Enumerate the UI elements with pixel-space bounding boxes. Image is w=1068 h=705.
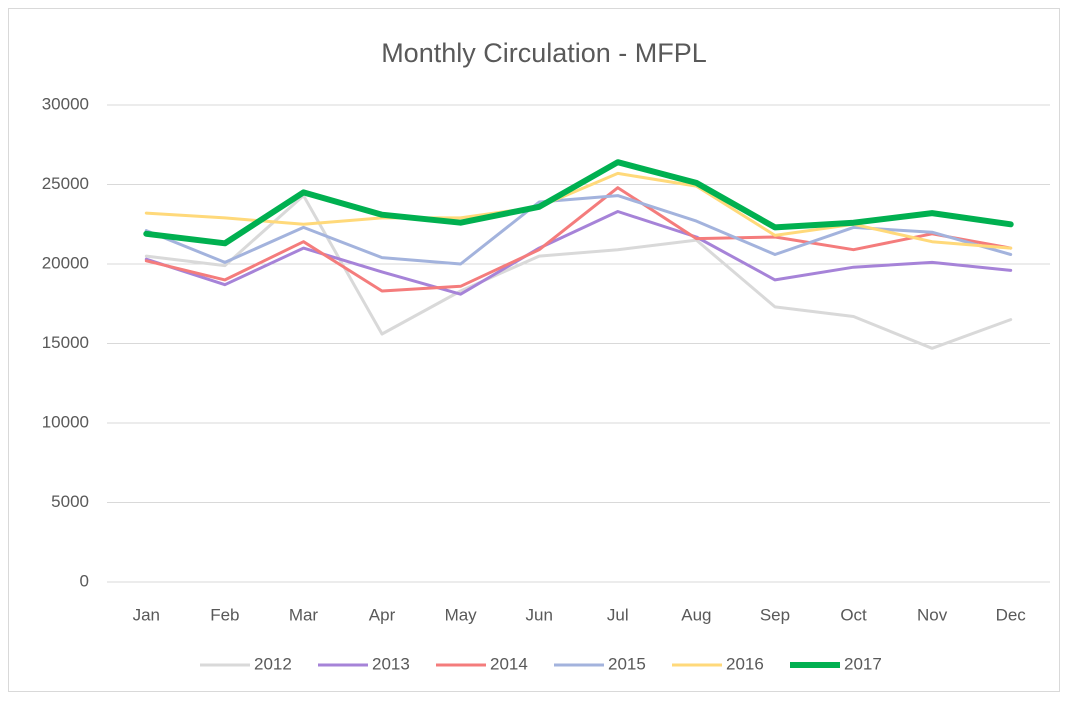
x-tick-label: Sep (760, 605, 790, 624)
legend-label: 2015 (608, 654, 646, 673)
legend-label: 2016 (726, 654, 764, 673)
y-tick-label: 10000 (42, 412, 89, 431)
legend-label: 2012 (254, 654, 292, 673)
x-tick-label: Jun (525, 605, 552, 624)
legend-label: 2013 (372, 654, 410, 673)
y-tick-label: 20000 (42, 253, 89, 272)
series-line (144, 210, 1013, 296)
chart-frame (8, 8, 1060, 692)
series-line (144, 171, 1013, 250)
x-tick-label: Nov (917, 605, 948, 624)
y-tick-label: 30000 (42, 94, 89, 113)
series-line (144, 186, 1013, 293)
x-tick-label: Aug (681, 605, 711, 624)
x-tick-label: Feb (210, 605, 239, 624)
x-tick-label: Apr (369, 605, 396, 624)
x-tick-label: Oct (840, 605, 867, 624)
x-tick-label: Mar (289, 605, 319, 624)
y-tick-label: 15000 (42, 333, 89, 352)
series-line (144, 194, 1013, 350)
y-tick-label: 0 (80, 571, 89, 590)
legend-label: 2017 (844, 654, 882, 673)
x-tick-label: Dec (996, 605, 1027, 624)
x-tick-label: Jul (607, 605, 629, 624)
series-line (143, 159, 1014, 247)
x-tick-label: Jan (133, 605, 160, 624)
legend-label: 2014 (490, 654, 528, 673)
chart-title: Monthly Circulation - MFPL (381, 38, 707, 68)
y-tick-label: 25000 (42, 174, 89, 193)
x-tick-label: May (445, 605, 478, 624)
y-tick-label: 5000 (51, 492, 89, 511)
